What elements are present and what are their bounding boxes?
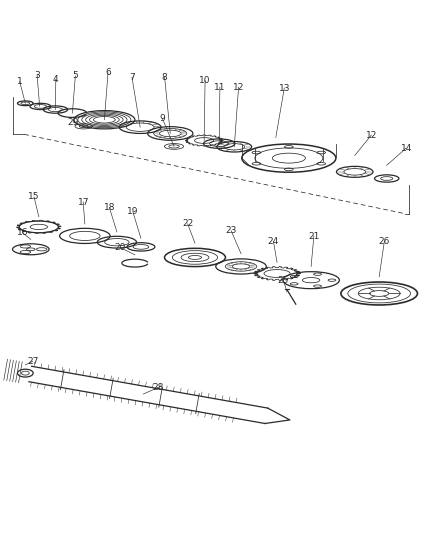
- Text: 18: 18: [103, 203, 115, 212]
- Text: 26: 26: [379, 237, 390, 246]
- Text: 27: 27: [27, 357, 39, 366]
- Text: 3: 3: [34, 70, 40, 79]
- Text: 5: 5: [73, 71, 78, 80]
- Text: 7: 7: [129, 72, 135, 82]
- Text: 16: 16: [17, 228, 28, 237]
- Text: 1: 1: [17, 77, 22, 86]
- Text: 28: 28: [152, 383, 164, 392]
- Text: 29: 29: [67, 117, 79, 126]
- Text: 13: 13: [279, 84, 290, 93]
- Text: 17: 17: [78, 198, 89, 207]
- Text: 11: 11: [214, 83, 226, 92]
- Text: 15: 15: [28, 192, 40, 201]
- Text: 12: 12: [233, 83, 244, 92]
- Text: 12: 12: [366, 131, 377, 140]
- Text: 24: 24: [268, 237, 279, 246]
- Text: 8: 8: [162, 72, 167, 82]
- Text: 22: 22: [182, 220, 193, 228]
- Text: 6: 6: [105, 68, 111, 77]
- Text: 20: 20: [114, 243, 125, 252]
- Text: 19: 19: [127, 207, 138, 216]
- Text: 10: 10: [199, 76, 211, 85]
- Text: 21: 21: [308, 231, 320, 240]
- Text: 25: 25: [278, 276, 289, 285]
- Text: 9: 9: [159, 114, 165, 123]
- Text: 14: 14: [400, 143, 412, 152]
- Text: 4: 4: [53, 75, 59, 84]
- Text: 23: 23: [226, 227, 237, 235]
